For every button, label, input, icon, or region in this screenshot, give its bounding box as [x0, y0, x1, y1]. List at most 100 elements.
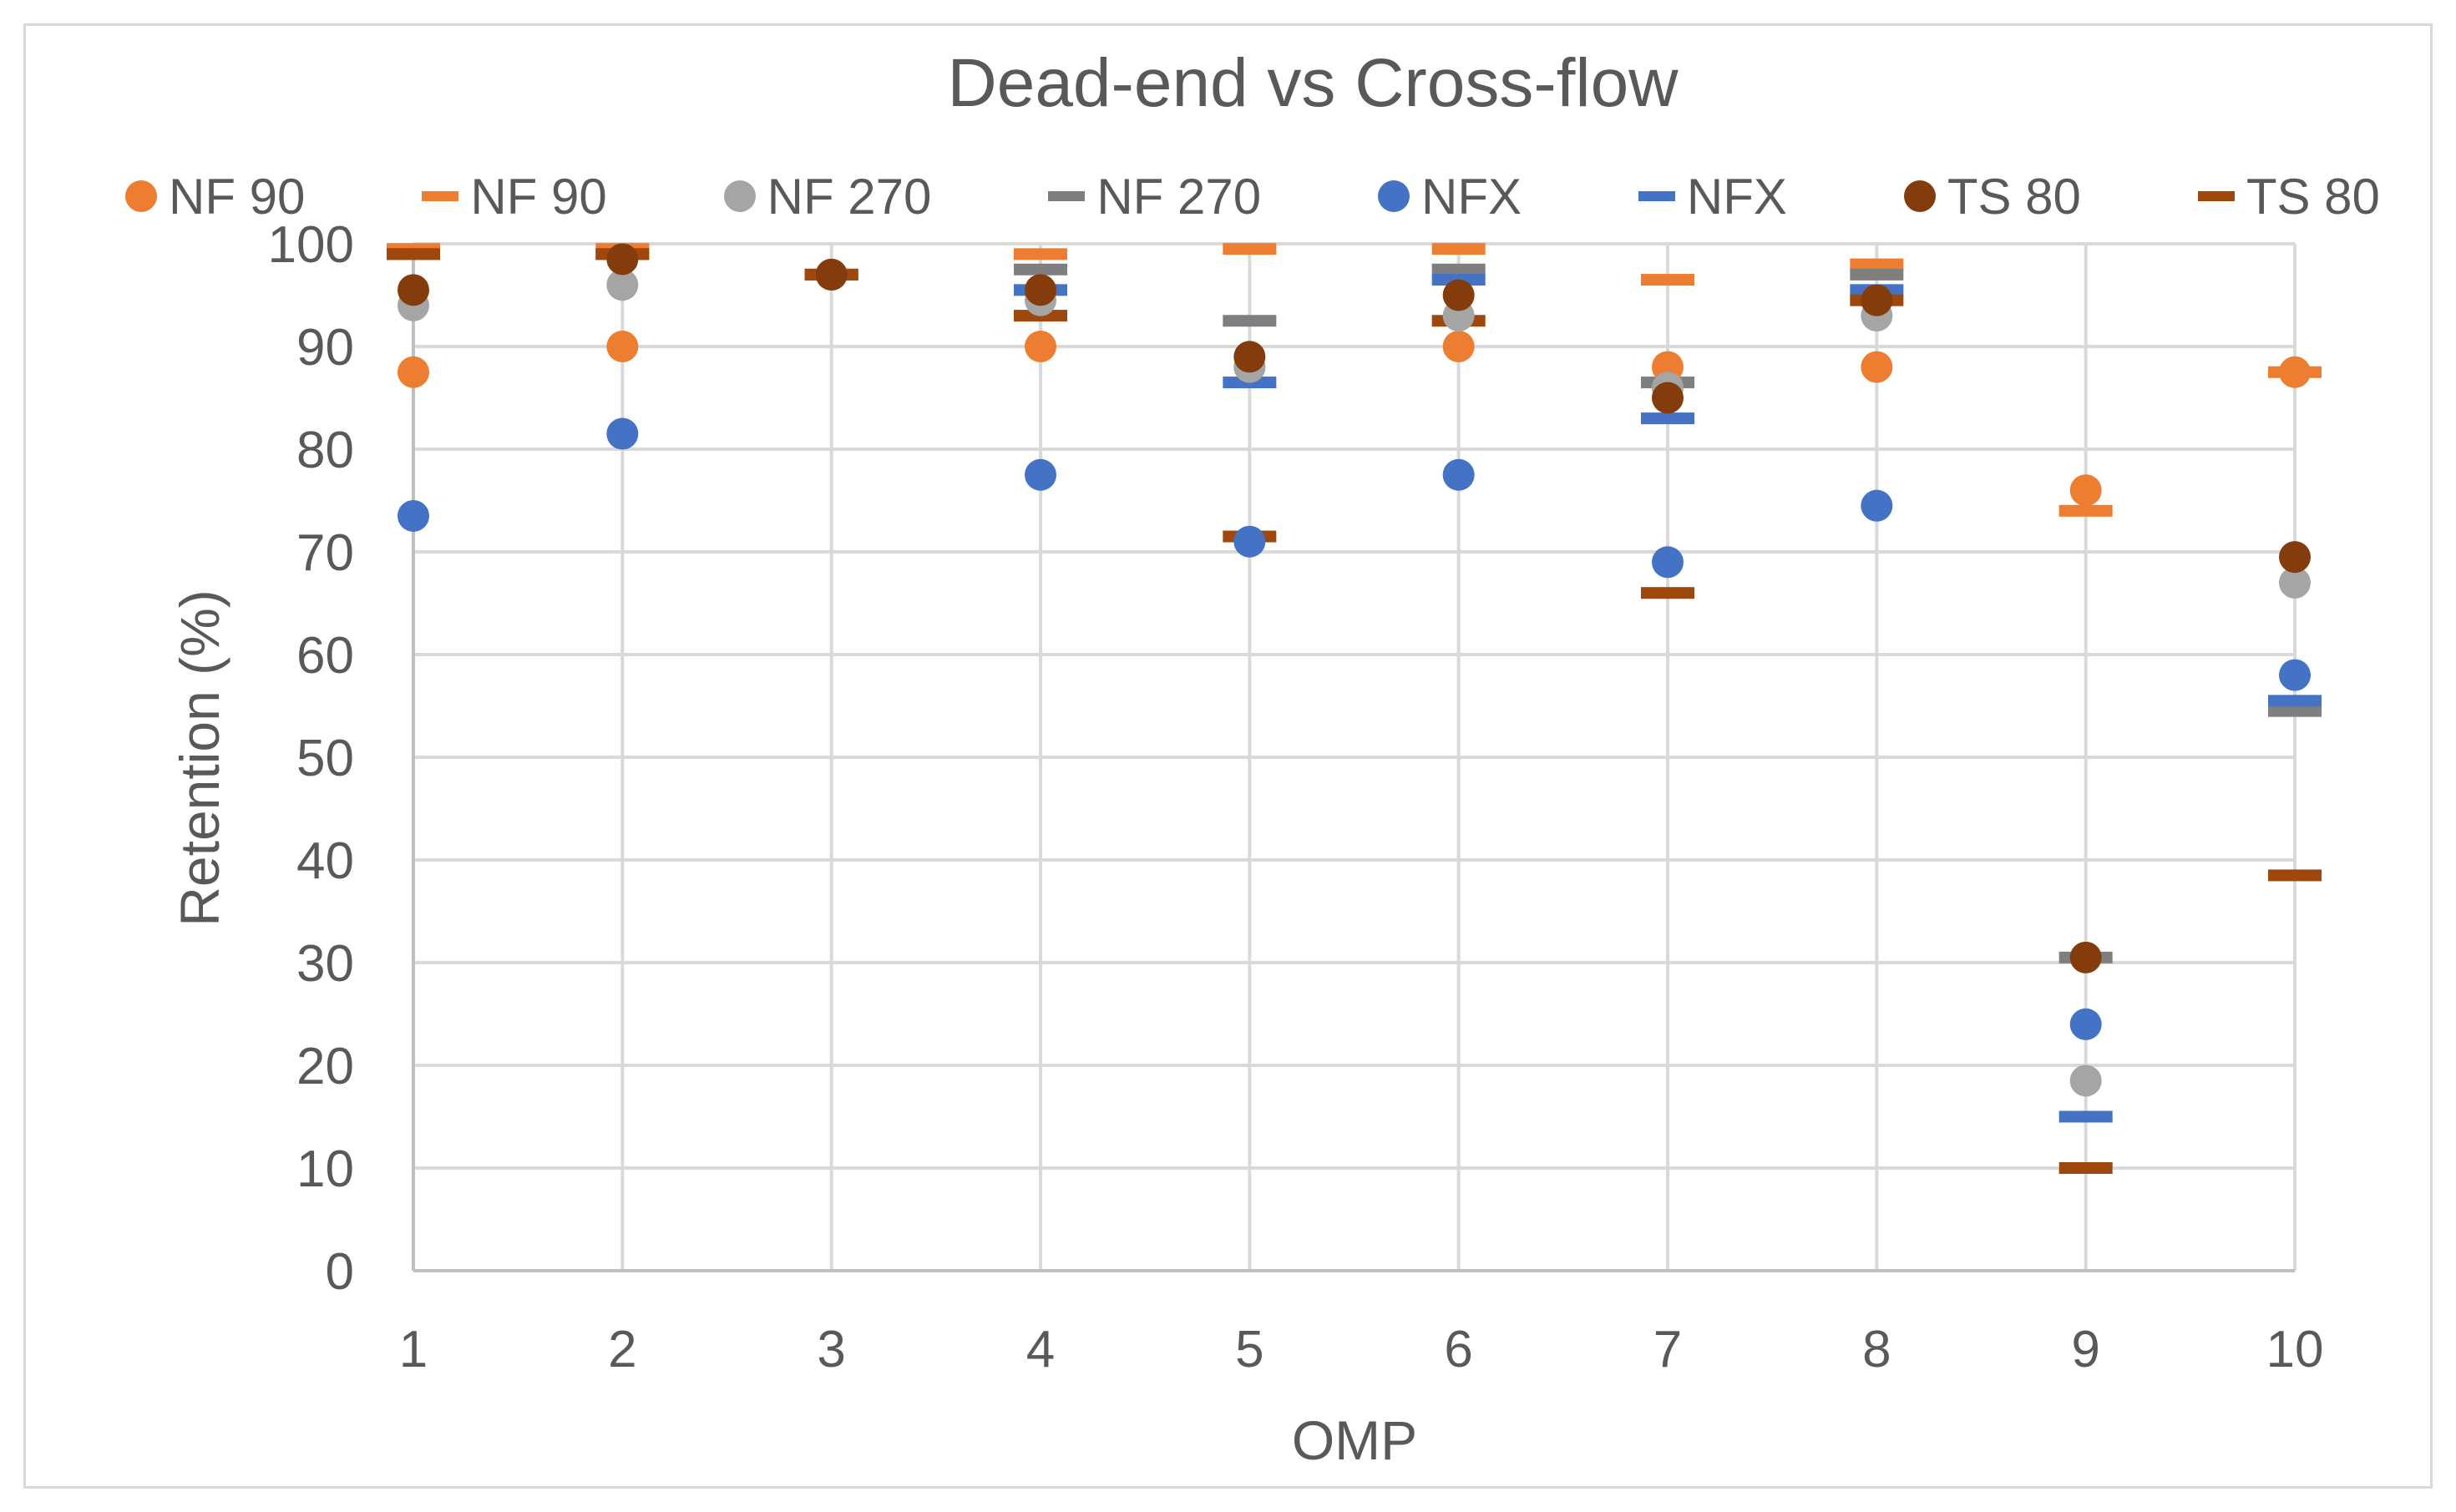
y-tick-label: 30	[296, 935, 354, 993]
legend-label: NFX	[1686, 168, 1787, 225]
dash-nf90-cross-flow	[1641, 274, 1694, 286]
x-tick-label: 8	[1862, 1321, 1891, 1378]
point-nf270-dead-end	[2069, 1064, 2102, 1097]
point-nfx-dead-end	[398, 499, 429, 532]
point-ts80-dead-end	[1861, 284, 1893, 316]
point-nfx-dead-end	[1233, 525, 1266, 558]
point-ts80-dead-end	[606, 243, 639, 276]
point-nf270-dead-end	[2279, 566, 2311, 599]
legend-item: TS 80	[1903, 168, 2081, 225]
point-nfx-dead-end	[1442, 458, 1475, 491]
x-tick-label: 7	[1653, 1321, 1682, 1378]
point-ts80-dead-end	[2279, 541, 2311, 574]
gridlines	[413, 242, 2296, 1271]
legend-item: NF 90	[125, 168, 305, 225]
point-nf270-dead-end	[606, 269, 639, 301]
y-tick-label: 100	[268, 216, 354, 274]
dash-nf90-cross-flow	[1223, 243, 1277, 255]
legend-label: NF 90	[470, 168, 607, 225]
legend-circle-marker	[1903, 180, 1936, 212]
y-axis-label: Retention (%)	[169, 589, 230, 927]
legend-item: NF 270	[1048, 168, 1261, 225]
point-nfx-dead-end	[1652, 546, 1684, 579]
point-ts80-dead-end	[398, 274, 429, 306]
dash-ts80-cross-flow	[2058, 1162, 2113, 1174]
legend-dash-marker	[422, 191, 459, 201]
dash-nf270-cross-flow	[2268, 705, 2322, 717]
dash-nf90-cross-flow	[1014, 248, 1067, 260]
x-tick-label: 1	[399, 1321, 428, 1378]
legend-item: NF 270	[723, 168, 932, 225]
point-ts80-dead-end	[1233, 341, 1266, 373]
point-nfx-dead-end	[1025, 458, 1056, 491]
point-nfx-dead-end	[2069, 1008, 2102, 1040]
point-nf90-dead-end	[1442, 331, 1475, 362]
point-ts80-dead-end	[2069, 941, 2102, 973]
x-tick-label: 9	[2071, 1321, 2099, 1378]
legend-label: NF 90	[169, 168, 306, 225]
dash-nf270-cross-flow	[1223, 315, 1277, 327]
legend-dash-marker	[2197, 191, 2235, 201]
point-nfx-dead-end	[606, 417, 639, 450]
x-tick-label: 10	[2266, 1321, 2324, 1378]
point-ts80-dead-end	[815, 258, 848, 291]
y-tick-label: 90	[296, 319, 354, 377]
x-axis-label: OMP	[1292, 1409, 1417, 1471]
legend-item: NFX	[1378, 168, 1522, 225]
dash-nf270-cross-flow	[1850, 268, 1904, 281]
dash-ts80-cross-flow	[2268, 869, 2322, 882]
legend-item: NFX	[1638, 168, 1787, 225]
point-nfx-dead-end	[1861, 489, 1893, 522]
dash-ts80-cross-flow	[387, 248, 440, 260]
dash-nf90-cross-flow	[1850, 258, 1904, 271]
y-tick-label: 0	[326, 1243, 354, 1301]
y-tick-label: 10	[296, 1140, 354, 1198]
chart-title: Dead-end vs Cross-flow	[948, 45, 1679, 121]
legend-label: NFX	[1421, 168, 1522, 225]
legend-label: NF 270	[1096, 168, 1262, 225]
y-tick-label: 20	[296, 1038, 354, 1095]
dash-nfx-cross-flow	[2268, 695, 2322, 707]
legend: NF 90 NF 90 NF 270 NF 270 NFX NFX TS 80 TS 80	[125, 163, 2380, 230]
legend-circle-marker	[125, 180, 157, 212]
legend-dash-marker	[1638, 191, 1675, 201]
dash-nf270-cross-flow	[1431, 263, 1486, 276]
dash-nf270-cross-flow	[1014, 263, 1067, 276]
legend-item: TS 80	[2197, 168, 2380, 225]
legend-circle-marker	[723, 180, 756, 212]
point-ts80-dead-end	[1652, 382, 1684, 414]
point-nfx-dead-end	[2279, 659, 2311, 691]
point-ts80-dead-end	[1025, 274, 1056, 306]
chart-frame	[23, 23, 2433, 1489]
point-nf90-dead-end	[1861, 351, 1893, 383]
point-nf90-dead-end	[1025, 331, 1056, 362]
y-tick-label: 70	[296, 524, 354, 582]
x-tick-label: 6	[1444, 1321, 1472, 1378]
point-nf90-dead-end	[606, 331, 639, 362]
y-tick-label: 80	[296, 422, 354, 479]
legend-label: NF 270	[767, 168, 932, 225]
dash-nfx-cross-flow	[2058, 1110, 2113, 1123]
data-marks	[387, 243, 2322, 1174]
legend-item: NF 90	[422, 168, 607, 225]
axes	[412, 244, 2295, 1272]
x-tick-label: 2	[608, 1321, 636, 1378]
dash-nfx-cross-flow	[1641, 412, 1694, 425]
dash-ts80-cross-flow	[1641, 587, 1694, 599]
legend-dash-marker	[1048, 191, 1086, 201]
y-tick-label: 40	[296, 832, 354, 890]
y-tick-label: 50	[296, 730, 354, 787]
legend-circle-marker	[1378, 180, 1410, 212]
legend-label: TS 80	[2246, 168, 2380, 225]
dash-nf90-cross-flow	[1431, 243, 1486, 255]
point-nf90-dead-end	[2069, 474, 2102, 507]
tick-labels: 0 10 20 30 40 50 60 70 80 90 100 1 2 3 4 5 6 7 8 9 10	[268, 216, 2324, 1378]
point-nf90-dead-end	[398, 356, 429, 388]
y-tick-label: 60	[296, 627, 354, 685]
x-tick-label: 3	[817, 1321, 845, 1378]
legend-label: TS 80	[1947, 168, 2081, 225]
x-tick-label: 5	[1235, 1321, 1263, 1378]
dash-nf90-cross-flow	[2058, 504, 2113, 517]
point-ts80-dead-end	[1442, 279, 1475, 311]
